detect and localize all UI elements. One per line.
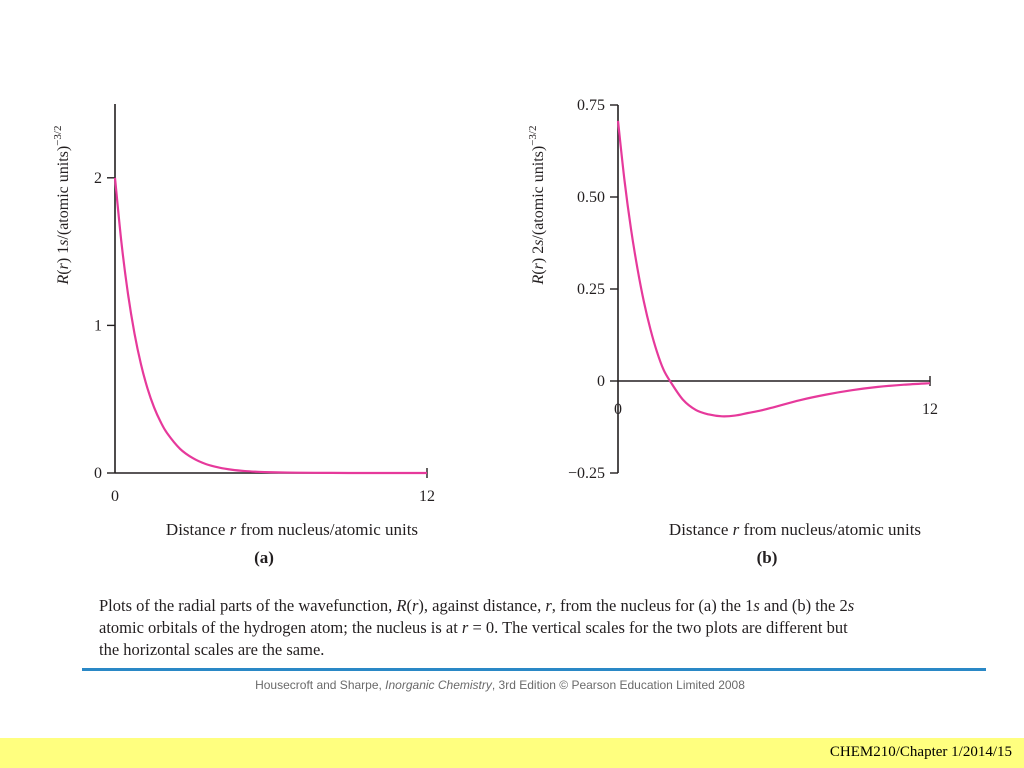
credit-book-title: Inorganic Chemistry bbox=[385, 678, 492, 692]
y-tick-label: 0.50 bbox=[577, 189, 605, 206]
y-tick-label: 0.75 bbox=[577, 97, 605, 114]
panel-label: (a) bbox=[254, 548, 274, 567]
y-tick-label: 0 bbox=[597, 373, 605, 390]
y-tick-label: 0 bbox=[94, 465, 102, 482]
x-tick-label: 12 bbox=[419, 488, 435, 505]
panel-label: (b) bbox=[757, 548, 778, 567]
x-tick-label: 0 bbox=[111, 488, 119, 505]
caption-line: the horizontal scales are the same. bbox=[99, 640, 325, 659]
y-tick-label: 2 bbox=[94, 170, 102, 187]
y-axis-label: R(r) 2s/(atomic units)−3/2 bbox=[527, 126, 547, 286]
y-tick-label: −0.25 bbox=[568, 465, 605, 482]
footer-text: CHEM210/Chapter 1/2014/15 bbox=[829, 744, 1012, 760]
y-tick-label: 1 bbox=[94, 317, 102, 334]
credit-edition: , 3rd Edition © Pearson Education Limite… bbox=[491, 678, 745, 692]
series-line bbox=[113, 177, 427, 475]
x-axis-label: Distance r from nucleus/atomic units bbox=[166, 520, 418, 539]
x-tick-label: 12 bbox=[922, 401, 938, 418]
credit-authors: Housecroft and Sharpe, bbox=[255, 678, 386, 692]
chart-b: −0.25 0 0.25 0.50 0.75 0 12 Distance r from nuc… bbox=[527, 97, 938, 567]
source-credit: Housecroft and Sharpe, Inorganic Chemist… bbox=[0, 678, 1000, 692]
y-axis-label: R(r) 1s/(atomic units)−3/2 bbox=[52, 126, 72, 286]
footer-bar: CHEM210/Chapter 1/2014/15 bbox=[0, 738, 1024, 768]
y-tick-label: 0.25 bbox=[577, 281, 605, 298]
caption-line: atomic orbitals of the hydrogen atom; th… bbox=[99, 618, 848, 637]
chart-panel-b: −0.25 0 0.25 0.50 0.75 0 12 Distance r from nuc… bbox=[527, 97, 938, 567]
divider-rule bbox=[82, 668, 986, 671]
caption-line: Plots of the radial parts of the wavefun… bbox=[99, 596, 855, 615]
series-line bbox=[616, 120, 931, 418]
x-axis-label: Distance r from nucleus/atomic units bbox=[669, 520, 921, 539]
figure-caption: Plots of the radial parts of the wavefun… bbox=[99, 595, 979, 661]
x-tick-label: 0 bbox=[614, 401, 622, 418]
